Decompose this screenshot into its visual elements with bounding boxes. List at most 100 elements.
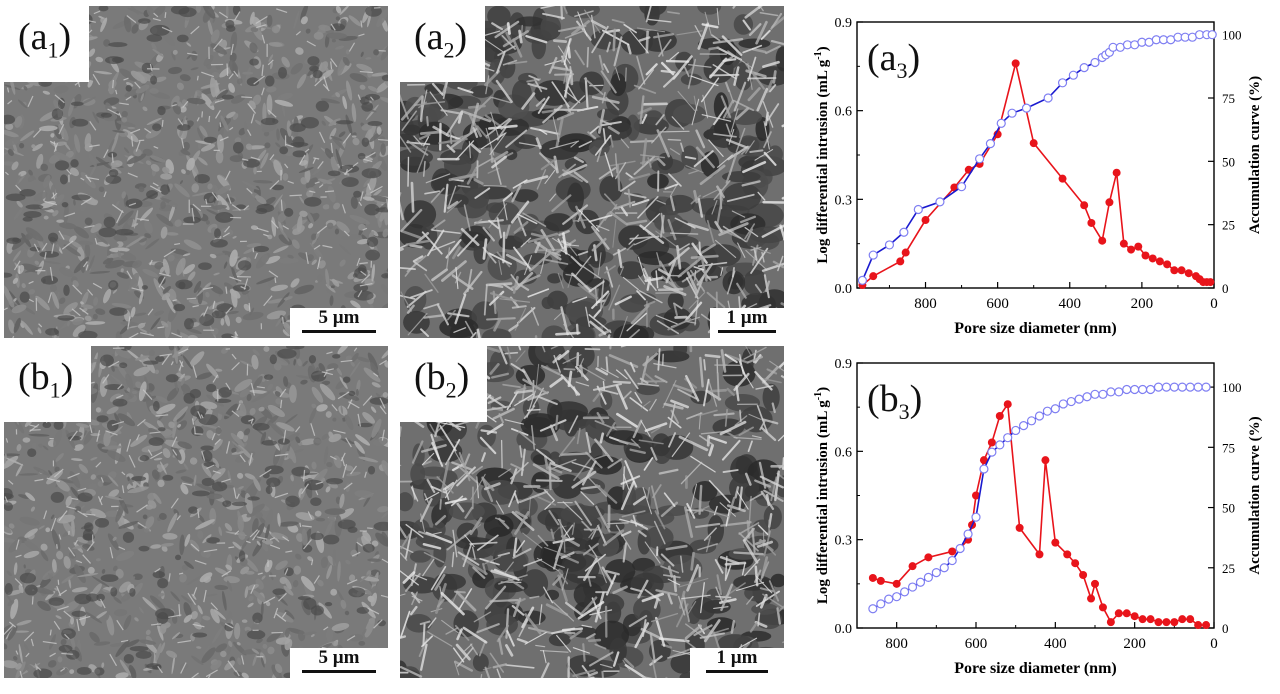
a3-differential-point xyxy=(1080,201,1088,209)
a3-y2-tick-label: 0 xyxy=(1222,281,1229,296)
b3-differential-point xyxy=(909,562,917,570)
b3-x-tick-label: 0 xyxy=(1210,636,1218,652)
b3-x-tick-label: 600 xyxy=(965,636,988,652)
b3-y2-tick-label: 100 xyxy=(1222,380,1242,395)
b3-accumulation-point xyxy=(996,441,1004,449)
b3-differential-point xyxy=(869,574,877,582)
b3-accumulation-point xyxy=(869,605,877,613)
b3-y-tick-label: 0.0 xyxy=(835,622,853,637)
b3-accumulation-point xyxy=(1107,388,1115,396)
b3-accumulation-point xyxy=(1004,434,1012,442)
b3-y-tick-label: 0.9 xyxy=(835,357,853,372)
b3-y2-tick-label: 75 xyxy=(1222,440,1235,455)
b3-accumulation-point xyxy=(1051,405,1059,413)
b3-series-differential-line xyxy=(873,404,1206,625)
b3-accumulation-point xyxy=(877,600,885,608)
b3-differential-point xyxy=(893,580,901,588)
a3-x-tick-label: 400 xyxy=(1059,296,1082,312)
b3-x-tick-label: 400 xyxy=(1044,636,1067,652)
b3-y-tick-label: 0.3 xyxy=(835,534,853,549)
b3-accumulation-point xyxy=(980,465,988,473)
panel-label-b2: (b2) xyxy=(400,346,487,422)
a3-y2-tick-label: 25 xyxy=(1222,218,1235,233)
b3-differential-point xyxy=(1041,456,1049,464)
b3-accumulation-point xyxy=(940,564,948,572)
scale-bar-a1: 5 µm xyxy=(290,308,388,338)
scale-bar-b1: 5 µm xyxy=(290,648,388,678)
a3-accumulation-point xyxy=(885,241,893,249)
a3-differential-point xyxy=(896,257,904,265)
a3-accumulation-point xyxy=(1022,104,1030,112)
a3-accumulation-point xyxy=(1059,79,1067,87)
b3-differential-point xyxy=(1147,615,1155,623)
b3-accumulation-point xyxy=(885,595,893,603)
b3-accumulation-point xyxy=(916,578,924,586)
b3-differential-point xyxy=(1004,400,1012,408)
a3-x-tick-label: 0 xyxy=(1210,296,1218,312)
a3-differential-point xyxy=(1141,251,1149,259)
b3-accumulation-point xyxy=(1028,417,1036,425)
b3-accumulation-point xyxy=(909,583,917,591)
a3-differential-point xyxy=(1185,269,1193,277)
b3-accumulation-point xyxy=(1139,386,1147,394)
b3-y-axis-label: Log differential intrusion (mL g-1) xyxy=(813,387,831,604)
a3-accumulation-point xyxy=(858,276,866,284)
a3-differential-point xyxy=(1030,139,1038,147)
b3-differential-point xyxy=(1063,550,1071,558)
b3-differential-point xyxy=(1178,615,1186,623)
b3-differential-point xyxy=(877,577,885,585)
a3-accumulation-point xyxy=(976,155,984,163)
a3-differential-point xyxy=(922,216,930,224)
b3-differential-point xyxy=(948,547,956,555)
a3-differential-point xyxy=(1163,260,1171,268)
b3-differential-point xyxy=(1107,618,1115,626)
b3-differential-point xyxy=(1123,609,1131,617)
a3-y-tick-label: 0.3 xyxy=(835,193,853,208)
b3-x-axis-label: Pore size diameter (nm) xyxy=(954,660,1116,677)
b3-accumulation-point xyxy=(1020,422,1028,430)
a3-differential-point xyxy=(1113,169,1121,177)
b3-accumulation-point xyxy=(1091,390,1099,398)
a3-accumulation-point xyxy=(1091,59,1099,67)
b3-accumulation-point xyxy=(1083,393,1091,401)
b3-accumulation-point xyxy=(1075,395,1083,403)
b3-y2-tick-label: 25 xyxy=(1222,561,1235,576)
b3-accumulation-point xyxy=(1186,383,1194,391)
a3-accumulation-point xyxy=(1069,71,1077,79)
a3-differential-point xyxy=(1127,246,1135,254)
b3-accumulation-point xyxy=(901,588,909,596)
b3-differential-point xyxy=(1115,609,1123,617)
a3-differential-point xyxy=(1120,240,1128,248)
b3-y2-tick-label: 50 xyxy=(1222,501,1235,516)
b3-accumulation-point xyxy=(1147,386,1155,394)
a3-differential-point xyxy=(869,272,877,280)
panel-label-b1: (b1) xyxy=(4,346,91,422)
b3-differential-point xyxy=(1139,615,1147,623)
b3-differential-point xyxy=(924,553,932,561)
b3-differential-point xyxy=(1051,539,1059,547)
b3-differential-point xyxy=(1162,618,1170,626)
a3-differential-point xyxy=(1134,243,1142,251)
a3-accumulation-point xyxy=(936,198,944,206)
scale-bar-b2: 1 µm xyxy=(690,648,784,678)
b3-accumulation-point xyxy=(893,593,901,601)
b3-panel-label: (b3) xyxy=(867,378,922,424)
a3-differential-point xyxy=(1178,266,1186,274)
a3-series-differential-line xyxy=(862,63,1210,285)
b3-accumulation-point xyxy=(1154,383,1162,391)
a3-accumulation-point xyxy=(958,183,966,191)
scale-bar-a2: 1 µm xyxy=(710,308,784,338)
a3-differential-point xyxy=(902,249,910,257)
a3-accumulation-point xyxy=(1080,64,1088,72)
a3-accumulation-point xyxy=(900,228,908,236)
panel-label-a2: (a2) xyxy=(400,6,485,82)
b3-differential-point xyxy=(1131,612,1139,620)
b3-differential-point xyxy=(1186,615,1194,623)
b3-accumulation-point xyxy=(1012,426,1020,434)
b3-differential-point xyxy=(1194,621,1202,629)
b3-differential-point xyxy=(1079,571,1087,579)
sem-image-b2: (b2) 1 µm xyxy=(400,346,784,678)
a3-y-tick-label: 0.0 xyxy=(835,282,853,297)
